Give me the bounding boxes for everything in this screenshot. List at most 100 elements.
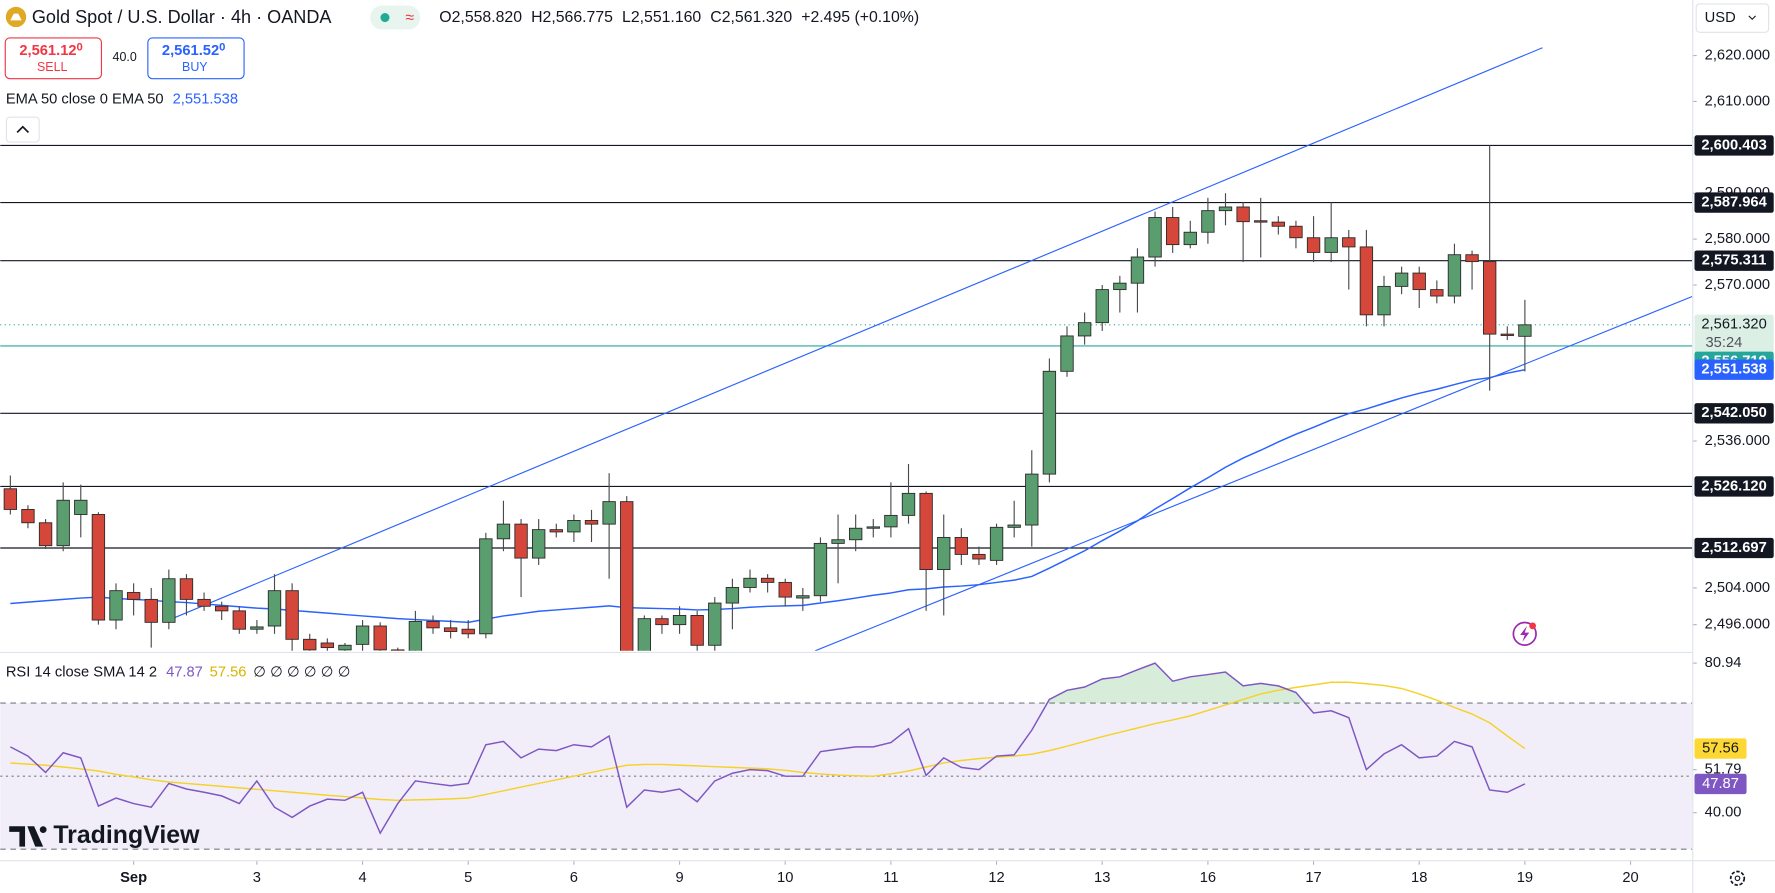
time-label: 19 [1517,870,1533,886]
sell-button[interactable] [4,37,103,80]
ema-legend-value: 2,551.538 [173,91,238,107]
ema-line [10,369,1526,624]
rsi-legend-value: 47.87 [166,664,203,680]
currency-select[interactable] [1695,3,1770,33]
candle-body [74,499,88,515]
time-label: 10 [777,870,793,886]
candle-body [1500,333,1514,336]
candle-body [743,577,757,588]
candle-body [549,529,563,533]
rsi-sma-tag-bg [1694,738,1747,759]
candle-body [708,602,722,646]
candle-body [91,514,106,621]
rsi-tick-label: 51.79 [1705,762,1742,778]
currency-chevron [1748,15,1757,21]
time-label: 9 [675,870,683,886]
candle-body [197,598,211,607]
candle-body [373,625,387,651]
rsi-line [10,662,1526,835]
candle-body [461,628,475,635]
candle-body [1148,217,1162,258]
time-label: 12 [988,870,1004,886]
status-pill[interactable] [370,5,421,30]
candle-body [778,581,792,598]
spread: 40.0 [113,50,137,64]
time-label: 6 [570,870,578,886]
candle-body [320,642,335,649]
candle-body [901,492,916,516]
settings-icon[interactable] [1729,870,1746,886]
status-icon: ≈ [405,9,414,26]
candle-body [1254,220,1268,223]
level-tag-bg [1694,476,1774,497]
market-open-dot [380,13,390,23]
brand-logo [9,826,47,847]
level-tag: 2,575.311 [1702,253,1767,269]
candle-body [1218,206,1233,212]
candle-body [1394,272,1409,287]
ohlc-legend: O2,558.820 H2,566.775 L2,551.160 C2,561.320… [439,9,919,26]
time-label: 17 [1305,870,1321,886]
buy-price-digit: 0 [219,42,225,54]
candle-body [1324,237,1338,253]
symbol-icon-bar [10,13,22,21]
buy-button[interactable] [147,37,245,80]
candle-body [1113,282,1127,291]
time-label: 16 [1200,870,1216,886]
candle-body [408,620,423,651]
candle-body [866,526,880,529]
candle-body [1165,217,1180,246]
ema-legend-label: EMA 50 close 0 EMA 50 [6,91,164,107]
candle-body [1077,322,1092,337]
price-tick-label: 2,536.000 [1705,433,1770,449]
candle-body [1236,206,1250,223]
candle-body [690,615,704,646]
candle-body [214,605,229,612]
candle-body [1060,335,1074,372]
candle-body [285,590,299,640]
candle-body [1412,272,1426,291]
price-tick-label: 2,496.000 [1705,617,1770,633]
legend: Gold Spot / U.S. Dollar · 4h · OANDA ≈ O… [4,3,1770,886]
candle-body [338,644,352,651]
brand-name: TradingView [53,821,200,849]
price-tick-label: 2,570.000 [1705,277,1770,293]
candle-body [1447,254,1462,297]
candle-body [655,618,669,626]
candle-body [1518,324,1532,337]
time-label: 18 [1411,870,1427,886]
level-tag: 2,512.697 [1701,540,1766,556]
candle-body [760,577,775,583]
rsi-tick-label: 40.00 [1705,805,1742,821]
candle-body [1359,246,1374,316]
last-price-tag: 2,561.320 [1701,317,1766,333]
ohlc-key: H [531,9,542,26]
last-price-tag-bg [1694,314,1774,354]
ohlc-key: O [439,9,451,26]
rsi-legend-label: RSI 14 close SMA 14 2 [6,664,157,680]
candle-body [391,649,405,651]
price-tick-label: 2,610.000 [1705,93,1770,109]
candle-body [1465,254,1479,263]
candle-body [884,514,898,528]
candle-body [179,578,194,600]
level-tag: 2,526.120 [1701,478,1766,494]
rsi-overbought-fill [1047,663,1306,704]
rsi-tick-label: 80.94 [1705,655,1742,671]
level-tag-bg [1694,135,1774,156]
time-label: 13 [1094,870,1110,886]
countdown: 35:24 [1706,335,1743,351]
candle-body [620,501,634,651]
candle-body [267,590,282,627]
ema-tag: 2,551.538 [1701,362,1766,378]
candle-body [126,592,141,600]
candle-body [972,553,986,560]
candle-body [144,598,158,623]
buy-label: BUY [182,60,208,74]
level-tag-bg [1694,537,1774,559]
collapse-button[interactable] [5,116,40,143]
settings-icon-center [1734,875,1741,882]
ohlc-value: 2,561.320 [722,9,793,26]
time-label: 5 [464,870,472,886]
